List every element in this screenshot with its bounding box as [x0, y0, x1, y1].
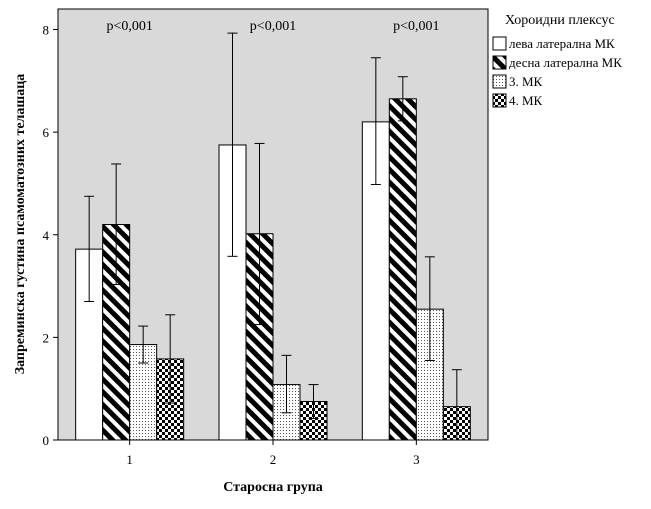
x-tick-label-3: 3: [413, 452, 420, 467]
x-tick-label-1: 1: [126, 452, 133, 467]
y-tick-label-2: 2: [43, 330, 50, 345]
legend-swatch-4: [492, 93, 507, 108]
x-axis: 1 2 3: [126, 440, 420, 467]
y-tick-label-4: 4: [43, 228, 50, 243]
legend-label-1: лева латерална МК: [509, 36, 615, 51]
legend-title: Хороидни плексус: [505, 13, 615, 28]
bar-2-4: [299, 401, 328, 441]
legend-swatch-2: [492, 55, 507, 70]
y-tick-label-6: 6: [43, 125, 50, 140]
y-tick-label-0: 0: [43, 433, 50, 448]
p-value-label-1: p<0,001: [106, 19, 152, 34]
x-tick-label-2: 2: [270, 452, 277, 467]
legend-label-4: 4. МК: [509, 93, 543, 108]
legend-swatch-1: [492, 36, 507, 51]
legend-swatch-3: [492, 74, 507, 89]
y-axis-title: Запреминска густина псамоматозних телаша…: [13, 74, 28, 375]
p-value-label-3: p<0,001: [393, 19, 439, 34]
annotations: p<0,001 p<0,001 p<0,001: [106, 19, 439, 34]
y-tick-label-8: 8: [43, 23, 50, 38]
y-axis: 0 2 4 6 8: [43, 23, 58, 448]
p-value-label-2: p<0,001: [250, 19, 296, 34]
legend-label-2: десна латерална МК: [509, 55, 622, 70]
legend: Хороидни плексус лева латерална МК десна …: [492, 13, 622, 108]
legend-label-3: 3. МК: [509, 74, 543, 89]
bar-3-2: [388, 98, 417, 441]
error-bars-layer: [84, 32, 462, 441]
x-axis-title: Старосна група: [223, 480, 323, 495]
